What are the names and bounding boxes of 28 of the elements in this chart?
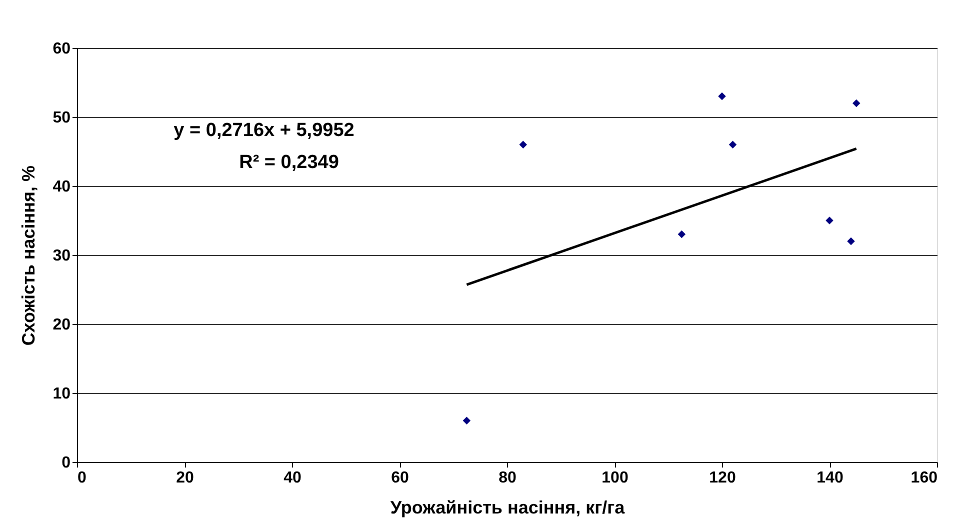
y-axis-title: Схожість насіння, % <box>18 165 39 346</box>
x-tick-label: 160 <box>910 470 938 486</box>
x-tick-label: 40 <box>284 470 302 486</box>
y-tick-label: 0 <box>62 454 71 472</box>
y-tick-label: 60 <box>52 40 71 58</box>
point <box>852 99 860 108</box>
annotation: y = 0,2716x + 5,9952 <box>174 120 354 141</box>
point <box>519 140 527 148</box>
point <box>728 140 737 148</box>
x-axis-title: Урожайність насіння, кг/га <box>390 498 626 518</box>
x-tick-label: 100 <box>602 470 628 486</box>
point <box>826 216 834 224</box>
x-tick-label: 120 <box>709 470 736 486</box>
x-tick-label: 140 <box>816 470 844 486</box>
point <box>847 237 855 246</box>
x-tick-label: 80 <box>498 470 516 486</box>
annotation: R² = 0,2349 <box>239 152 339 173</box>
point <box>718 92 726 100</box>
x-tick-label: 20 <box>176 470 194 486</box>
x-tick-label: 60 <box>391 470 409 486</box>
y-tick-label: 20 <box>52 316 71 334</box>
y-tick-label: 40 <box>52 178 71 196</box>
x-tick-label: 0 <box>78 470 86 486</box>
point <box>678 230 686 238</box>
y-tick-label: 50 <box>52 110 71 126</box>
y-tick-label: 10 <box>52 386 71 402</box>
y-tick-label: 30 <box>52 248 71 264</box>
point <box>462 416 471 424</box>
